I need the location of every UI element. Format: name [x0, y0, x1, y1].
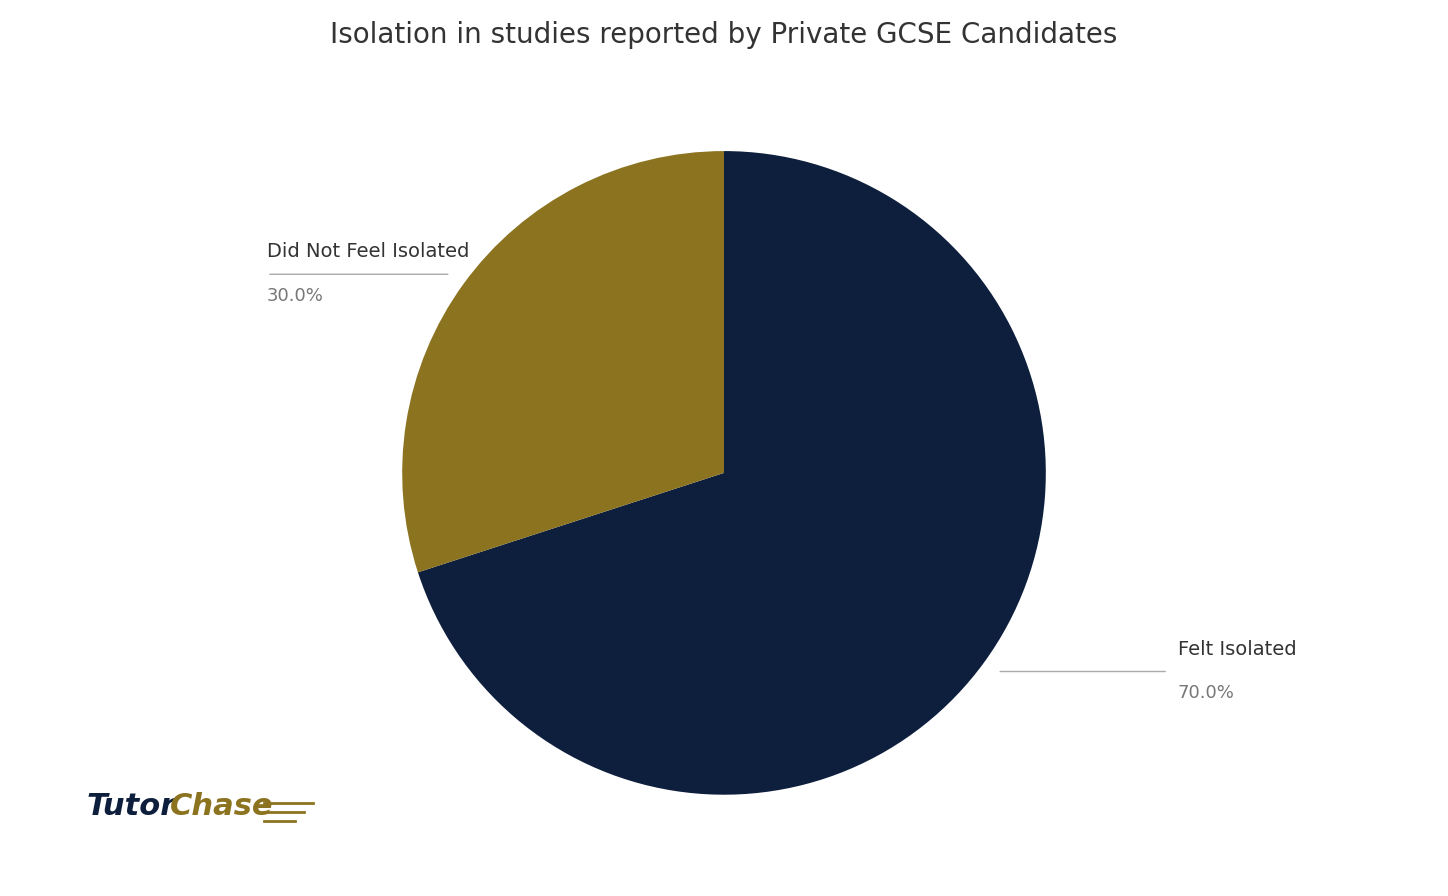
Text: Felt Isolated: Felt Isolated: [1177, 640, 1296, 659]
Text: 70.0%: 70.0%: [1177, 685, 1235, 702]
Wedge shape: [403, 151, 724, 573]
Text: Tutor: Tutor: [87, 792, 177, 822]
Title: Isolation in studies reported by Private GCSE Candidates: Isolation in studies reported by Private…: [330, 21, 1118, 49]
Text: Chase: Chase: [169, 792, 272, 822]
Wedge shape: [418, 151, 1045, 795]
Text: 30.0%: 30.0%: [266, 287, 324, 306]
Text: Did Not Feel Isolated: Did Not Feel Isolated: [266, 243, 469, 262]
